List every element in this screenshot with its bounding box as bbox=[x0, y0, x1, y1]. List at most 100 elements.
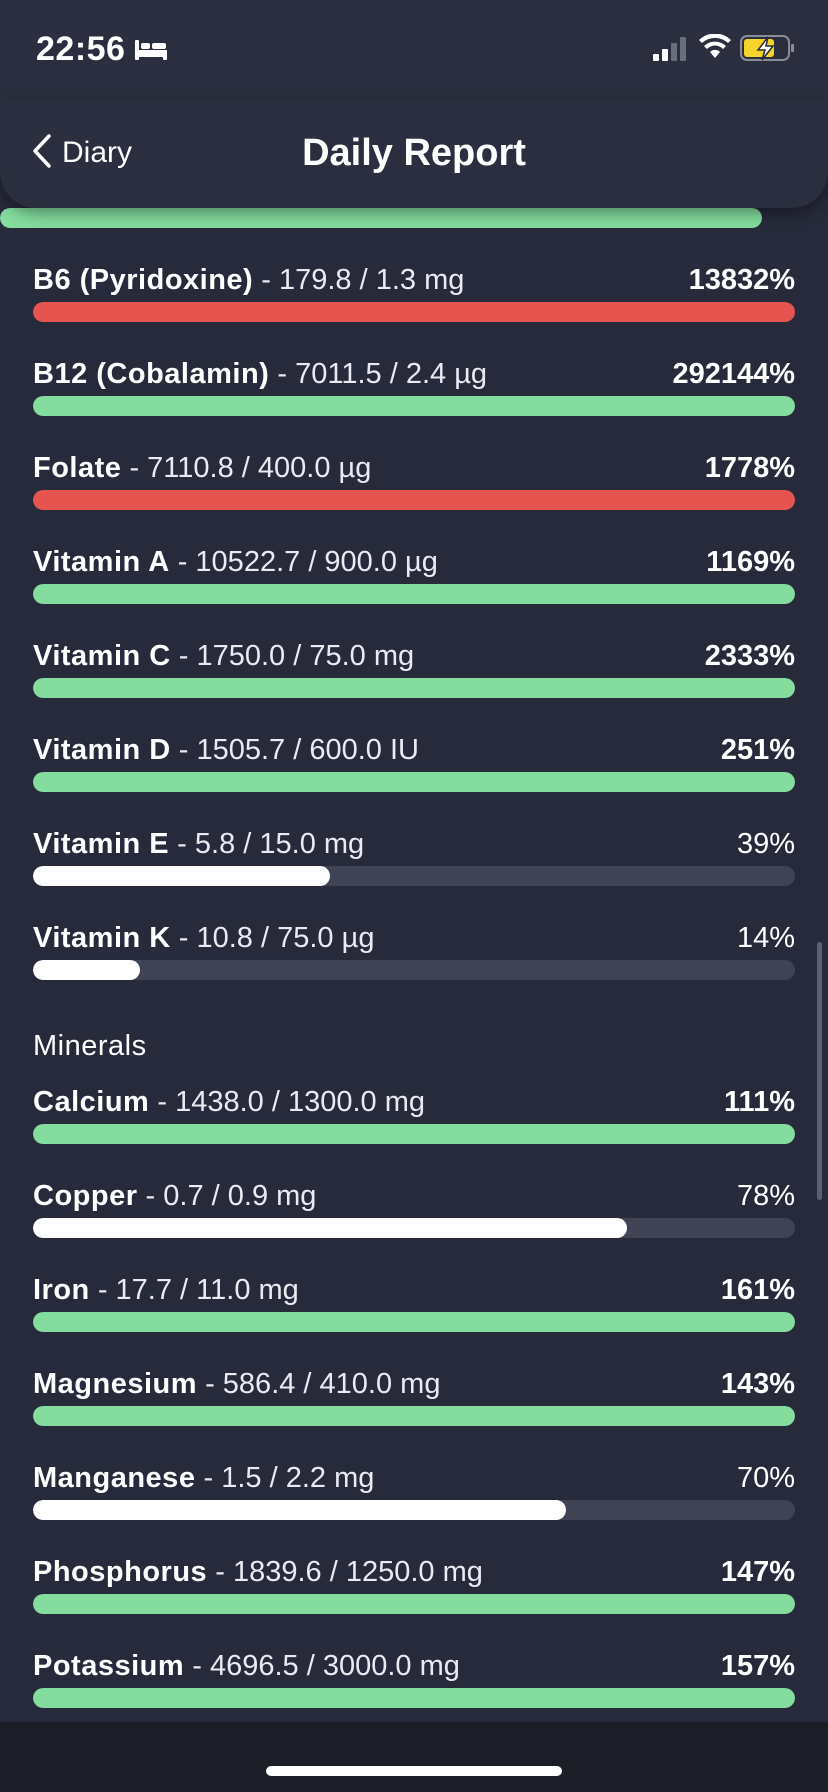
nutrient-percent: 70% bbox=[736, 1462, 795, 1494]
scroll-indicator[interactable] bbox=[817, 942, 822, 1200]
nutrient-amount: - 586.4 / 410.0 mg bbox=[197, 1368, 441, 1400]
nutrient-row-vitamin-e: Vitamin E - 5.8 / 15.0 mg 39% bbox=[33, 826, 795, 886]
nutrient-percent: 13832% bbox=[688, 264, 795, 296]
cellular-signal-icon bbox=[652, 36, 690, 67]
home-indicator[interactable] bbox=[266, 1766, 562, 1776]
nutrient-amount: - 10.8 / 75.0 µg bbox=[170, 922, 375, 954]
nutrient-percent: 157% bbox=[720, 1650, 795, 1682]
progress-track bbox=[33, 1124, 795, 1144]
nutrient-percent: 2333% bbox=[704, 640, 795, 672]
section-heading-minerals: Minerals bbox=[33, 1030, 147, 1062]
nutrient-amount: - 7110.8 / 400.0 µg bbox=[121, 452, 372, 484]
nav-bar: Diary Daily Report bbox=[0, 98, 828, 208]
nutrient-name: Potassium bbox=[33, 1650, 185, 1682]
nutrient-percent: 147% bbox=[720, 1556, 795, 1588]
nutrient-name: Vitamin K bbox=[33, 922, 171, 954]
chevron-left-icon bbox=[30, 133, 54, 174]
progress-fill bbox=[33, 1500, 567, 1520]
nutrient-percent: 292144% bbox=[672, 358, 795, 390]
nutrient-row-b12: B12 (Cobalamin) - 7011.5 / 2.4 µg 292144… bbox=[33, 356, 795, 416]
progress-fill bbox=[33, 490, 795, 510]
progress-fill bbox=[0, 208, 762, 228]
nutrient-row-vitamin-d: Vitamin D - 1505.7 / 600.0 IU 251% bbox=[33, 732, 795, 792]
progress-track bbox=[33, 1312, 795, 1332]
nutrient-amount: - 179.8 / 1.3 mg bbox=[253, 264, 465, 296]
status-bar: 22:56 bbox=[0, 0, 828, 98]
nutrient-amount: - 7011.5 / 2.4 µg bbox=[269, 358, 488, 390]
nutrient-amount: - 10522.7 / 900.0 µg bbox=[169, 546, 438, 578]
progress-fill bbox=[33, 1594, 795, 1614]
nutrient-percent: 14% bbox=[736, 922, 795, 954]
nutrient-row-phosphorus: Phosphorus - 1839.6 / 1250.0 mg 147% bbox=[33, 1554, 795, 1614]
nutrient-row-manganese: Manganese - 1.5 / 2.2 mg 70% bbox=[33, 1460, 795, 1520]
nutrient-name: Vitamin A bbox=[33, 546, 170, 578]
nutrient-percent: 143% bbox=[720, 1368, 795, 1400]
nutrient-amount: - 4696.5 / 3000.0 mg bbox=[184, 1650, 460, 1682]
progress-fill bbox=[33, 1688, 795, 1708]
nutrient-percent: 78% bbox=[736, 1180, 795, 1212]
progress-track bbox=[33, 584, 795, 604]
nutrient-percent: 1169% bbox=[706, 546, 795, 578]
progress-track bbox=[0, 208, 762, 228]
progress-track bbox=[33, 490, 795, 510]
battery-charging-icon bbox=[740, 34, 796, 67]
report-content[interactable]: B6 (Pyridoxine) - 179.8 / 1.3 mg 13832% … bbox=[0, 0, 828, 1722]
back-label: Diary bbox=[62, 136, 133, 169]
nutrient-name: Copper bbox=[33, 1180, 138, 1212]
progress-fill bbox=[33, 1406, 795, 1426]
nutrient-percent: 251% bbox=[720, 734, 795, 766]
nutrient-amount: - 1438.0 / 1300.0 mg bbox=[149, 1086, 426, 1118]
nutrient-percent: 111% bbox=[724, 1086, 795, 1118]
progress-fill bbox=[33, 396, 795, 416]
nutrient-amount: - 1750.0 / 75.0 mg bbox=[170, 640, 415, 672]
nutrient-row-b6: B6 (Pyridoxine) - 179.8 / 1.3 mg 13832% bbox=[33, 262, 795, 322]
nutrient-amount: - 0.7 / 0.9 mg bbox=[137, 1180, 317, 1212]
progress-track bbox=[33, 396, 795, 416]
nutrient-amount: - 5.8 / 15.0 mg bbox=[169, 828, 365, 860]
bed-icon bbox=[134, 38, 168, 67]
nutrient-amount: - 1.5 / 2.2 mg bbox=[195, 1462, 375, 1494]
nutrient-row-vitamin-c: Vitamin C - 1750.0 / 75.0 mg 2333% bbox=[33, 638, 795, 698]
nutrient-row-iron: Iron - 17.7 / 11.0 mg 161% bbox=[33, 1272, 795, 1332]
progress-track bbox=[33, 960, 795, 980]
progress-fill bbox=[33, 1124, 795, 1144]
progress-track bbox=[33, 1594, 795, 1614]
nutrient-percent: 39% bbox=[736, 828, 795, 860]
progress-fill bbox=[33, 866, 331, 886]
status-time: 22:56 bbox=[36, 30, 126, 68]
progress-track bbox=[33, 302, 795, 322]
nutrient-row-vitamin-a: Vitamin A - 10522.7 / 900.0 µg 1169% bbox=[33, 544, 795, 604]
page-title: Daily Report bbox=[302, 132, 526, 174]
nutrient-name: Folate bbox=[33, 452, 122, 484]
nutrient-row-calcium: Calcium - 1438.0 / 1300.0 mg 111% bbox=[33, 1084, 795, 1144]
progress-track bbox=[33, 1218, 795, 1238]
nutrient-name: Magnesium bbox=[33, 1368, 198, 1400]
progress-fill bbox=[33, 960, 140, 980]
progress-track bbox=[33, 866, 795, 886]
nutrient-name: Vitamin D bbox=[33, 734, 171, 766]
progress-fill bbox=[33, 1218, 628, 1238]
progress-fill bbox=[33, 678, 795, 698]
progress-fill bbox=[33, 302, 795, 322]
progress-fill bbox=[33, 584, 795, 604]
nutrient-row-folate: Folate - 7110.8 / 400.0 µg 1778% bbox=[33, 450, 795, 510]
nutrient-row-copper: Copper - 0.7 / 0.9 mg 78% bbox=[33, 1178, 795, 1238]
nutrient-name: Iron bbox=[33, 1274, 90, 1306]
nutrient-name: Vitamin C bbox=[33, 640, 171, 672]
bottom-safe-area bbox=[0, 1722, 828, 1792]
nutrient-amount: - 1505.7 / 600.0 IU bbox=[170, 734, 419, 766]
nutrient-name: B6 (Pyridoxine) bbox=[33, 264, 254, 296]
nutrient-name: Calcium bbox=[33, 1086, 150, 1118]
progress-track bbox=[33, 1688, 795, 1708]
nutrient-name: Phosphorus bbox=[33, 1556, 208, 1588]
nutrient-name: Vitamin E bbox=[33, 828, 170, 860]
progress-fill bbox=[33, 1312, 795, 1332]
progress-fill bbox=[33, 772, 795, 792]
nutrient-name: Manganese bbox=[33, 1462, 196, 1494]
nutrient-row-potassium: Potassium - 4696.5 / 3000.0 mg 157% bbox=[33, 1648, 795, 1708]
nutrient-amount: - 1839.6 / 1250.0 mg bbox=[207, 1556, 483, 1588]
back-button[interactable]: Diary bbox=[30, 128, 132, 178]
nutrient-percent: 161% bbox=[720, 1274, 795, 1306]
nutrient-row-vitamin-k: Vitamin K - 10.8 / 75.0 µg 14% bbox=[33, 920, 795, 980]
progress-track bbox=[33, 772, 795, 792]
